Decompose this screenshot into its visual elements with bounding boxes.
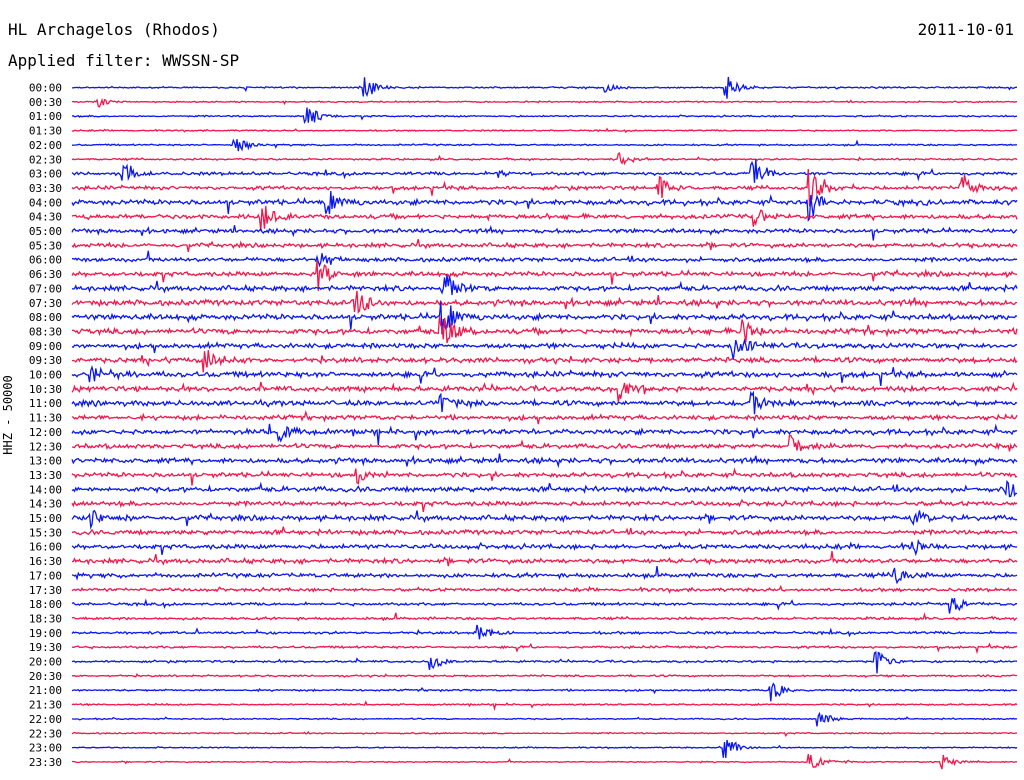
trace-row-1800 <box>72 598 1017 613</box>
trace-row-0430 <box>72 206 1017 231</box>
trace-row-1700 <box>72 566 1017 583</box>
row-time-label: 11:30 <box>29 412 62 425</box>
row-time-label: 15:30 <box>29 526 62 539</box>
row-time-label: 06:00 <box>29 254 62 267</box>
trace-row-2130 <box>72 702 1017 709</box>
trace-row-1500 <box>72 511 1017 528</box>
row-time-label: 20:00 <box>29 656 62 669</box>
trace-row-0230 <box>72 153 1017 163</box>
row-time-label: 08:30 <box>29 325 62 338</box>
trace-row-2230 <box>72 732 1017 736</box>
trace-row-2030 <box>72 674 1017 677</box>
row-time-label: 09:30 <box>29 354 62 367</box>
trace-row-1600 <box>72 541 1017 555</box>
row-time-label: 13:30 <box>29 469 62 482</box>
trace-row-1900 <box>72 625 1017 639</box>
row-time-label: 16:00 <box>29 541 62 554</box>
row-time-label: 02:00 <box>29 139 62 152</box>
row-time-label: 04:00 <box>29 196 62 209</box>
trace-row-0630 <box>72 261 1017 291</box>
trace-row-1230 <box>72 435 1017 451</box>
row-time-label: 18:30 <box>29 612 62 625</box>
row-time-label: 03:30 <box>29 182 62 195</box>
trace-row-2330 <box>72 754 1017 769</box>
trace-row-0930 <box>72 350 1017 372</box>
row-time-label: 19:00 <box>29 627 62 640</box>
row-time-label: 04:30 <box>29 211 62 224</box>
row-time-label: 11:00 <box>29 397 62 410</box>
trace-row-1400 <box>72 482 1017 497</box>
trace-row-0300 <box>72 159 1017 183</box>
trace-row-1330 <box>72 469 1017 486</box>
row-time-label: 06:30 <box>29 268 62 281</box>
trace-row-1630 <box>72 551 1017 566</box>
row-time-label: 23:00 <box>29 742 62 755</box>
row-time-label: 10:00 <box>29 369 62 382</box>
trace-row-1030 <box>72 382 1017 403</box>
row-time-label: 17:30 <box>29 584 62 597</box>
row-time-label: 15:00 <box>29 512 62 525</box>
trace-row-0530 <box>72 239 1017 252</box>
row-time-label: 21:30 <box>29 699 62 712</box>
trace-row-1930 <box>72 644 1017 652</box>
trace-row-0600 <box>72 251 1017 266</box>
row-time-label: 02:30 <box>29 153 62 166</box>
trace-row-2000 <box>72 652 1017 673</box>
row-time-label: 12:30 <box>29 440 62 453</box>
trace-row-0200 <box>72 139 1017 151</box>
trace-row-2300 <box>72 740 1017 758</box>
trace-row-2200 <box>72 714 1017 727</box>
trace-row-0700 <box>72 275 1017 295</box>
trace-row-1730 <box>72 587 1017 593</box>
row-time-label: 00:00 <box>29 82 62 95</box>
trace-row-0130 <box>72 129 1017 132</box>
trace-row-0030 <box>72 100 1017 107</box>
row-time-label: 17:00 <box>29 569 62 582</box>
trace-row-1200 <box>72 424 1017 445</box>
trace-row-1000 <box>72 367 1017 386</box>
row-time-label: 14:30 <box>29 498 62 511</box>
row-time-label: 14:00 <box>29 483 62 496</box>
row-time-label: 07:00 <box>29 282 62 295</box>
row-time-label: 12:00 <box>29 426 62 439</box>
row-time-label: 22:00 <box>29 713 62 726</box>
trace-row-1300 <box>72 454 1017 467</box>
trace-row-0000 <box>72 77 1017 99</box>
row-time-label: 00:30 <box>29 96 62 109</box>
row-time-label: 23:30 <box>29 756 62 769</box>
row-time-label: 13:00 <box>29 455 62 468</box>
row-time-label: 18:00 <box>29 598 62 611</box>
trace-row-1100 <box>72 393 1017 415</box>
trace-row-0500 <box>72 225 1017 240</box>
row-time-label: 07:30 <box>29 297 62 310</box>
trace-row-0730 <box>72 291 1017 312</box>
row-time-label: 16:30 <box>29 555 62 568</box>
trace-row-2100 <box>72 684 1017 702</box>
row-time-label: 03:00 <box>29 168 62 181</box>
row-time-label: 21:00 <box>29 684 62 697</box>
row-time-label: 10:30 <box>29 383 62 396</box>
trace-row-1530 <box>72 527 1017 536</box>
trace-row-0830 <box>72 316 1017 343</box>
row-time-label: 05:00 <box>29 225 62 238</box>
row-time-label: 09:00 <box>29 340 62 353</box>
trace-row-0100 <box>72 108 1017 123</box>
row-time-label: 01:00 <box>29 110 62 123</box>
row-time-label: 08:00 <box>29 311 62 324</box>
trace-row-1830 <box>72 613 1017 620</box>
row-time-label: 20:30 <box>29 670 62 683</box>
row-time-label: 19:30 <box>29 641 62 654</box>
row-time-label: 22:30 <box>29 727 62 740</box>
row-time-label: 05:30 <box>29 239 62 252</box>
row-time-label: 01:30 <box>29 125 62 138</box>
trace-row-1130 <box>72 412 1017 424</box>
trace-row-1430 <box>72 500 1017 512</box>
